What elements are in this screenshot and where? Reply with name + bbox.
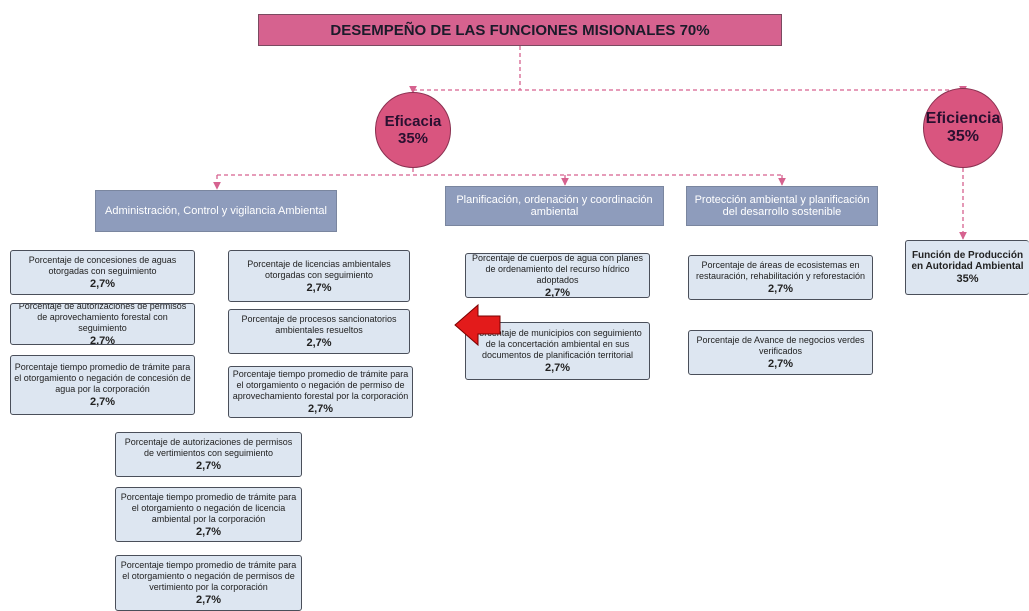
branch-value: 35% [397,130,429,147]
indicator-label: Porcentaje tiempo promedio de trámite pa… [232,369,409,401]
indicator-box: Porcentaje de municipios con seguimiento… [465,322,650,380]
indicator-box: Porcentaje de licencias ambientales otor… [228,250,410,302]
indicator-box: Porcentaje de Avance de negocios verdes … [688,330,873,375]
indicator-value: 2,7% [195,594,222,606]
indicator-label: Porcentaje de procesos sancionatorios am… [241,314,397,335]
indicator-label: Porcentaje de licencias ambientales otor… [247,258,391,280]
category-label: Protección ambiental y planificación del… [694,194,870,218]
category-label: Administración, Control y vigilancia Amb… [105,205,327,217]
indicator-label: Porcentaje de autorizaciones de permisos… [124,437,293,458]
indicator-value: 2,7% [767,358,794,370]
indicator-label: Porcentaje de concesiones de aguas otorg… [28,255,177,276]
indicator-label: Porcentaje de municipios con seguimiento… [473,328,642,360]
indicator-value: 2,7% [89,278,116,290]
indicator-box: Porcentaje de concesiones de aguas otorg… [10,250,195,295]
indicator-value: 2,7% [544,286,571,298]
category-box: Administración, Control y vigilancia Amb… [95,190,337,232]
indicator-box: Porcentaje de autorizaciones de permisos… [10,303,195,345]
indicator-label: Porcentaje de autorizaciones de permisos… [18,303,187,333]
branch-label: Eficiencia [925,110,1001,127]
indicator-value: 2,7% [544,362,571,374]
branch-circle: Eficacia 35% [375,92,451,168]
indicator-box: Porcentaje de cuerpos de agua con planes… [465,253,650,298]
indicator-label: Porcentaje de cuerpos de agua con planes… [471,253,644,285]
indicator-value: 2,7% [89,335,116,345]
dashed-lines [213,46,967,240]
indicator-label: Porcentaje tiempo promedio de trámite pa… [14,362,191,394]
indicator-box: Porcentaje tiempo promedio de trámite pa… [228,366,413,418]
branch-circle: Eficiencia 35% [923,88,1003,168]
indicator-label: Porcentaje tiempo promedio de trámite pa… [120,560,297,592]
branch-label: Eficacia [384,113,442,130]
category-box: Planificación, ordenación y coordinación… [445,186,664,226]
indicator-value: 2,7% [89,396,116,408]
indicator-box: Función de Producción en Autoridad Ambie… [905,240,1029,295]
branch-value: 35% [946,128,980,145]
indicator-box: Porcentaje tiempo promedio de trámite pa… [115,487,302,542]
indicator-box: Porcentaje de procesos sancionatorios am… [228,309,410,354]
title: DESEMPEÑO DE LAS FUNCIONES MISIONALES 70… [258,14,782,46]
indicator-value: 2,7% [767,283,794,295]
indicator-box: Porcentaje tiempo promedio de trámite pa… [10,355,195,415]
indicator-label: Función de Producción en Autoridad Ambie… [911,250,1024,272]
indicator-box: Porcentaje tiempo promedio de trámite pa… [115,555,302,611]
indicator-box: Porcentaje de autorizaciones de permisos… [115,432,302,477]
indicator-value: 2,7% [195,460,222,472]
indicator-value: 35% [956,273,979,285]
indicator-value: 2,7% [195,525,222,538]
indicator-label: Porcentaje de áreas de ecosistemas en re… [695,260,866,281]
indicator-value: 2,7% [306,337,332,349]
indicator-label: Porcentaje de Avance de negocios verdes … [696,335,865,356]
category-label: Planificación, ordenación y coordinación… [456,194,653,218]
indicator-value: 2,7% [306,281,332,294]
indicator-label: Porcentaje tiempo promedio de trámite pa… [120,491,297,524]
indicator-box: Porcentaje de áreas de ecosistemas en re… [688,255,873,300]
category-box: Protección ambiental y planificación del… [686,186,878,226]
indicator-value: 2,7% [307,403,334,415]
